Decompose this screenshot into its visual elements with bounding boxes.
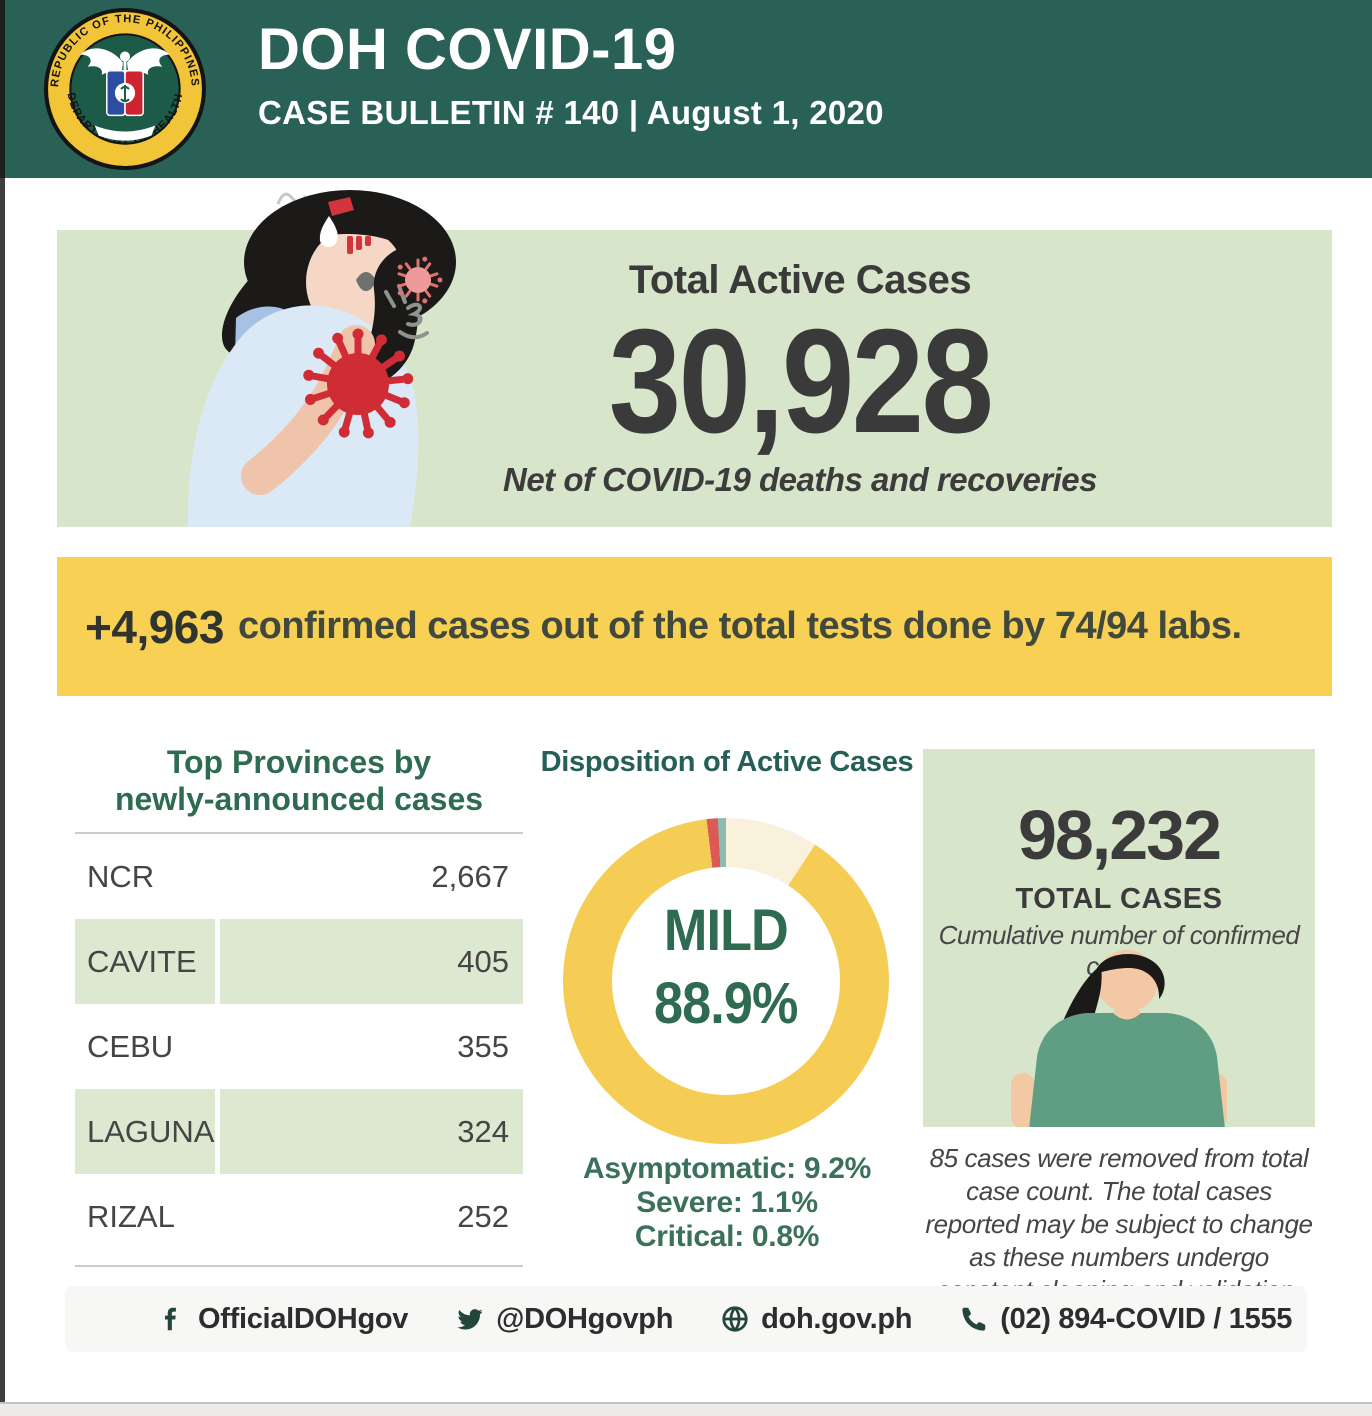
provinces-title: Top Provinces by newly-announced cases [75,744,523,818]
doh-seal-logo: REPUBLIC OF THE PHILIPPINES DEPARTMENT O… [44,8,206,170]
woman-back-illustration [1011,950,1227,1127]
page-bottom-edge [0,1402,1372,1416]
legend-asymptomatic: Asymptomatic: 9.2% [582,1152,872,1185]
footer-facebook-link[interactable]: OfficialDOHgov [157,1303,408,1336]
province-name: LAGUNA [87,1113,215,1149]
new-cases-banner: +4,963 confirmed cases out of the total … [57,557,1332,696]
donut-center-label: MILD 88.9% [563,804,889,1130]
hotline-number: (02) 894-COVID / 1555 [1000,1302,1293,1335]
active-cases-title: Total Active Cases [628,258,972,302]
seal-shield-icon [106,70,144,117]
active-cases-value: 30,928 [608,299,994,464]
provinces-title-line2: newly-announced cases [114,781,484,817]
globe-icon [722,1306,748,1332]
website-url: doh.gov.ph [761,1302,913,1335]
top-provinces-table: Top Provinces by newly-announced cases N… [75,744,523,1267]
province-row-cebu: CEBU 355 [75,1004,523,1089]
twitter-icon [457,1309,483,1330]
table-bottom-rule [75,1265,523,1267]
coughing-woman-illustration [187,190,456,527]
disposition-donut-chart: MILD 88.9% [563,818,889,1144]
footer-twitter-link[interactable]: @DOHgovph [455,1303,673,1336]
province-row-ncr: NCR 2,667 [75,834,523,919]
legend-critical: Critical: 0.8% [634,1220,820,1253]
province-row-laguna: LAGUNA 324 [75,1089,523,1174]
new-cases-text: confirmed cases out of the total tests d… [237,605,1242,647]
legend-severe: Severe: 1.1% [636,1186,818,1219]
province-value: 252 [457,1198,509,1234]
page-title: DOH COVID-19 [258,17,677,82]
chest-virus-icon [303,328,414,439]
page-subtitle: CASE BULLETIN # 140 | August 1, 2020 [258,94,884,131]
twitter-handle: @DOHgovph [496,1302,674,1335]
province-value: 405 [457,943,509,979]
total-cases-label: TOTAL CASES [1015,883,1223,915]
facebook-handle: OfficialDOHgov [198,1302,409,1335]
province-row-rizal: RIZAL 252 [75,1174,523,1259]
total-cases-note: 85 cases were removed from total case co… [925,1143,1313,1305]
provinces-title-line1: Top Provinces by [166,744,432,780]
table-top-rule [75,832,523,834]
facebook-icon [165,1307,177,1331]
province-name: NCR [87,858,155,894]
province-name: CEBU [87,1028,174,1064]
disposition-title: Disposition of Active Cases [540,746,914,778]
page-left-edge [0,0,5,1402]
small-virus-icon [397,256,443,304]
total-cases-panel: 98,232 TOTAL CASES Cumulative number of … [923,749,1315,1127]
province-name: CAVITE [87,943,197,979]
stress-mark-icon [347,236,371,254]
disposition-legend: Asymptomatic: 9.2% Severe: 1.1% Critical… [540,1152,914,1254]
province-value: 324 [457,1113,509,1149]
province-name: RIZAL [87,1198,175,1234]
footer-website-link[interactable]: doh.gov.ph [720,1302,913,1336]
donut-hole [612,867,840,1095]
province-row-cavite: CAVITE 405 [75,919,523,1004]
total-cases-value: 98,232 [1017,796,1222,874]
active-cases-note: Net of COVID-19 deaths and recoveries [502,461,1098,498]
new-cases-count: +4,963 [85,600,224,653]
province-value: 355 [457,1028,509,1064]
phone-icon [962,1307,986,1331]
footer-hotline-link[interactable]: (02) 894-COVID / 1555 [959,1303,1292,1336]
footer-contact-bar: OfficialDOHgov @DOHgovph doh.gov.ph (02)… [65,1286,1307,1352]
province-value: 2,667 [431,858,509,894]
donut-mild-percent: 88.9% [654,971,798,1036]
header: REPUBLIC OF THE PHILIPPINES DEPARTMENT O… [0,0,1372,178]
donut-mild-label: MILD [664,898,789,963]
